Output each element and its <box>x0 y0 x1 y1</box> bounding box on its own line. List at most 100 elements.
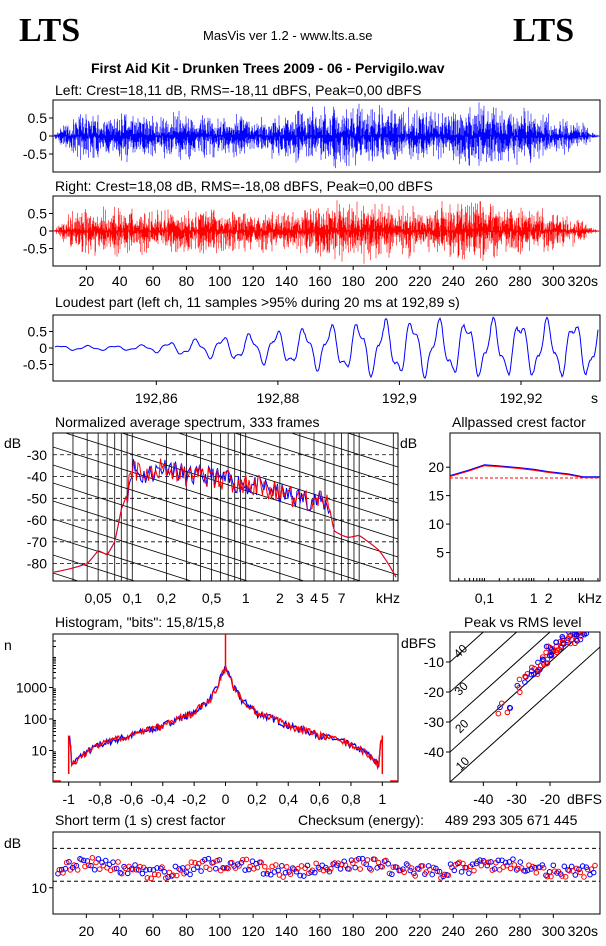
crest-xtick-label: 2 <box>545 590 553 606</box>
short-crest-point-left <box>132 862 138 868</box>
short-crest-point-right <box>412 873 419 879</box>
crest-ytick-label: 20 <box>428 459 444 475</box>
short-crest-point-left <box>590 869 597 876</box>
short-crest-frame <box>52 831 601 915</box>
short-crest-point-right <box>445 872 452 879</box>
short-crest-point-right <box>405 862 411 869</box>
short-crest-point-right <box>280 874 286 880</box>
short-crest-point-right <box>254 864 261 871</box>
left-channel-title: Left: Crest=18,11 dB, RMS=-18,11 dBFS, P… <box>55 82 422 98</box>
short-crest-point-right <box>170 872 176 878</box>
short-crest-point-right <box>137 863 143 870</box>
spectrum-diagonal <box>53 482 362 581</box>
right-xtick-label: 60 <box>145 273 161 289</box>
spectrum-diagonal <box>120 433 398 522</box>
short-crest-point-right <box>78 856 85 863</box>
short-crest-point-right <box>372 856 378 863</box>
short-crest-point-left <box>110 859 116 865</box>
short-crest-point-right <box>287 871 294 877</box>
histogram-curve <box>68 666 383 771</box>
short-crest-point-right <box>239 857 246 863</box>
short-crest-xtick-label: 60 <box>145 923 161 939</box>
short-crest-point-left <box>579 863 586 869</box>
peakrms-point <box>546 652 553 659</box>
short-crest-point-left <box>146 866 153 873</box>
short-crest-point-right <box>375 859 382 866</box>
short-crest-point-left <box>539 862 546 868</box>
peakrms-ytick-label: -20 <box>424 684 444 700</box>
short-crest-point-right <box>408 865 415 871</box>
short-crest-point-left <box>102 857 109 864</box>
short-crest-point-left <box>176 866 182 872</box>
short-crest-point-left <box>216 857 223 863</box>
short-crest-point-right <box>115 859 121 865</box>
short-crest-point-left <box>161 868 168 875</box>
short-crest-xtick-label: 220 <box>408 923 432 939</box>
peakrms-ytick-label: -30 <box>424 714 444 730</box>
peakrms-point <box>565 635 572 642</box>
short-crest-db-label: dB <box>4 835 22 851</box>
right-xtick-label: 160 <box>308 273 332 289</box>
left-waveform <box>53 102 599 169</box>
short-crest-point-left <box>554 870 560 876</box>
short-crest-point-left <box>157 865 164 872</box>
peakrms-point <box>559 633 566 640</box>
spectrum-xtick-label: 5 <box>321 590 329 606</box>
peakrms-point <box>548 651 554 658</box>
spectrum-curve <box>53 458 397 578</box>
peakrms-point <box>528 671 535 678</box>
short-crest-xtick-label: 140 <box>275 923 299 939</box>
short-crest-xtick-unit-label: 320s <box>568 923 598 939</box>
short-crest-point-right <box>559 873 565 879</box>
short-crest-point-left <box>326 868 333 875</box>
peakrms-point <box>540 661 547 667</box>
crest-xtick-label: 1 <box>530 590 538 606</box>
peakrms-point <box>567 640 574 647</box>
short-crest-point-left <box>451 867 458 874</box>
histogram-xtick-label: 1 <box>378 791 386 807</box>
spectrum-xtick-label: 0,1 <box>123 590 143 606</box>
loudest-part-title: Loudest part (left ch, 11 samples >95% d… <box>55 294 460 310</box>
spectrum-frame <box>52 432 399 582</box>
peakrms-ytick-label: -40 <box>424 744 444 760</box>
short-crest-xtick-label: 240 <box>442 923 466 939</box>
spectrum-ytick-label: -80 <box>27 556 47 572</box>
peakrms-diagonal <box>450 646 600 782</box>
spectrum-xtick-label: 0,5 <box>202 590 222 606</box>
short-crest-point-left <box>517 859 524 865</box>
short-crest-point-left <box>242 867 248 873</box>
short-crest-point-right <box>313 860 319 867</box>
short-crest-point-left <box>561 863 568 870</box>
peakrms-diagonal-label: 30 <box>451 679 471 699</box>
peakrms-point <box>553 639 560 646</box>
peakrms-xtick-label: -30 <box>507 791 527 807</box>
short-crest-point-right <box>456 859 463 866</box>
peakrms-diagonal-label: 40 <box>451 641 471 661</box>
peakrms-diagonal <box>450 632 485 663</box>
spectrum-ytick-label: -30 <box>27 447 47 463</box>
right-xtick-unit-label: 320s <box>568 273 598 289</box>
right-xtick-label: 120 <box>241 273 265 289</box>
short-crest-point-right <box>566 867 573 874</box>
peakrms-point <box>565 632 572 635</box>
short-crest-point-right <box>544 873 551 880</box>
short-crest-point-right <box>111 866 118 872</box>
short-crest-point-left <box>356 855 362 862</box>
short-crest-point-left <box>403 861 410 867</box>
short-crest-point-right <box>533 869 540 876</box>
peakrms-diagonal <box>450 632 518 693</box>
short-crest-point-left <box>352 864 358 871</box>
short-crest-point-right <box>485 859 492 866</box>
right-xtick-label: 80 <box>179 273 195 289</box>
short-crest-point-right <box>89 855 96 861</box>
peakrms-point <box>560 641 567 647</box>
short-crest-xtick-label: 120 <box>241 923 265 939</box>
short-crest-point-left <box>212 865 219 872</box>
peakrms-point <box>559 640 566 646</box>
peak-vs-rms-title: Peak vs RMS level <box>464 614 582 630</box>
right-ytick-label: 0 <box>39 223 47 239</box>
short-crest-point-left <box>205 855 212 862</box>
short-crest-point-right <box>562 874 569 880</box>
crest-xtick-unit-label: kHz <box>578 590 602 606</box>
peakrms-point <box>495 710 502 717</box>
